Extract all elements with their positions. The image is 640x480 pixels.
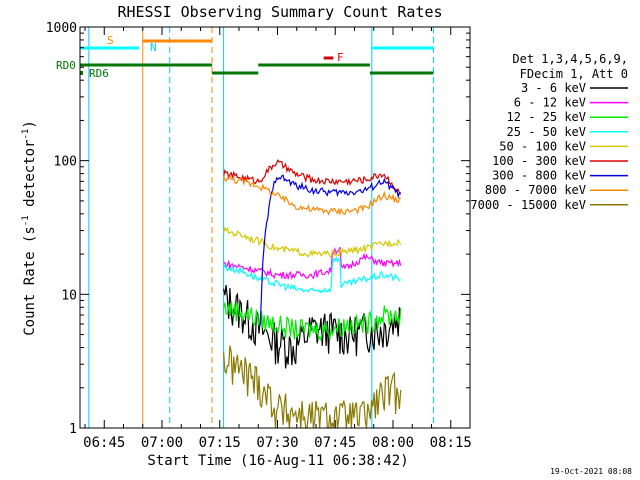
annotation-rd0: RD0 (56, 59, 76, 72)
x-tick-label: 08:00 (372, 435, 414, 451)
x-tick-label: 07:00 (141, 435, 183, 451)
legend-header-line2: FDecim 1, Att 0 (520, 67, 628, 81)
series-line (223, 159, 402, 195)
x-axis-ticks: 06:45 07:00 07:15 07:30 07:45 08:00 08:15 (83, 27, 472, 451)
series-line (223, 175, 402, 216)
y-axis-label-sup2: -1 (21, 129, 31, 140)
y-axis-label-sup1: -1 (21, 215, 31, 226)
x-tick-label: 08:15 (430, 435, 472, 451)
footer-date: 19-Oct-2021 08:08 (550, 467, 632, 476)
series-layer (223, 159, 402, 429)
plot-frame (79, 26, 471, 429)
series-line (223, 246, 402, 281)
legend-label: 800 - 7000 keV (485, 183, 586, 197)
y-axis-ticks: 1 10 100 1000 (46, 21, 470, 437)
x-tick-label: 07:15 (199, 435, 241, 451)
x-tick-label: 06:45 (83, 435, 125, 451)
series-line (259, 174, 401, 326)
legend-label: 7000 - 15000 keV (470, 198, 586, 212)
annotation-rd6: RD6 (89, 67, 109, 80)
legend-label: 50 - 100 keV (499, 139, 586, 153)
x-tick-label: 07:45 (314, 435, 356, 451)
legend-label: 25 - 50 keV (507, 125, 586, 139)
series-line (223, 255, 402, 294)
y-axis-label-mid: detector (22, 140, 38, 216)
y-axis-label-main: Count Rate (s (22, 226, 38, 336)
legend-header-line1: Det 1,3,4,5,6,9, (512, 52, 628, 66)
annotation-f: F (337, 51, 344, 64)
y-axis-label-end: ) (22, 120, 38, 128)
series-line (223, 226, 402, 259)
legend-label: 3 - 6 keV (521, 81, 586, 95)
y-tick-label: 100 (54, 155, 77, 170)
y-axis-label: Count Rate (s-1 detector-1) (21, 120, 38, 336)
y-tick-label: 10 (61, 288, 77, 303)
y-tick-label: 1 (69, 422, 77, 437)
rd6-marker (80, 71, 83, 75)
annotation-s: S (107, 34, 114, 47)
legend-label: 300 - 800 keV (492, 169, 586, 183)
legend-label: 12 - 25 keV (507, 110, 586, 124)
series-line (223, 301, 402, 342)
legend-label: 6 - 12 keV (514, 96, 586, 110)
series-line (223, 345, 402, 429)
x-tick-label: 07:30 (256, 435, 298, 451)
legend-label: 100 - 300 keV (492, 154, 586, 168)
y-tick-label: 1000 (46, 21, 77, 36)
observing-flags-layer: S N F RD0 RD6 (56, 27, 434, 428)
annotation-n: N (150, 41, 157, 54)
series-line (223, 285, 402, 369)
x-axis-label: Start Time (16-Aug-11 06:38:42) (147, 453, 408, 469)
chart-title: RHESSI Observing Summary Count Rates (117, 3, 442, 21)
